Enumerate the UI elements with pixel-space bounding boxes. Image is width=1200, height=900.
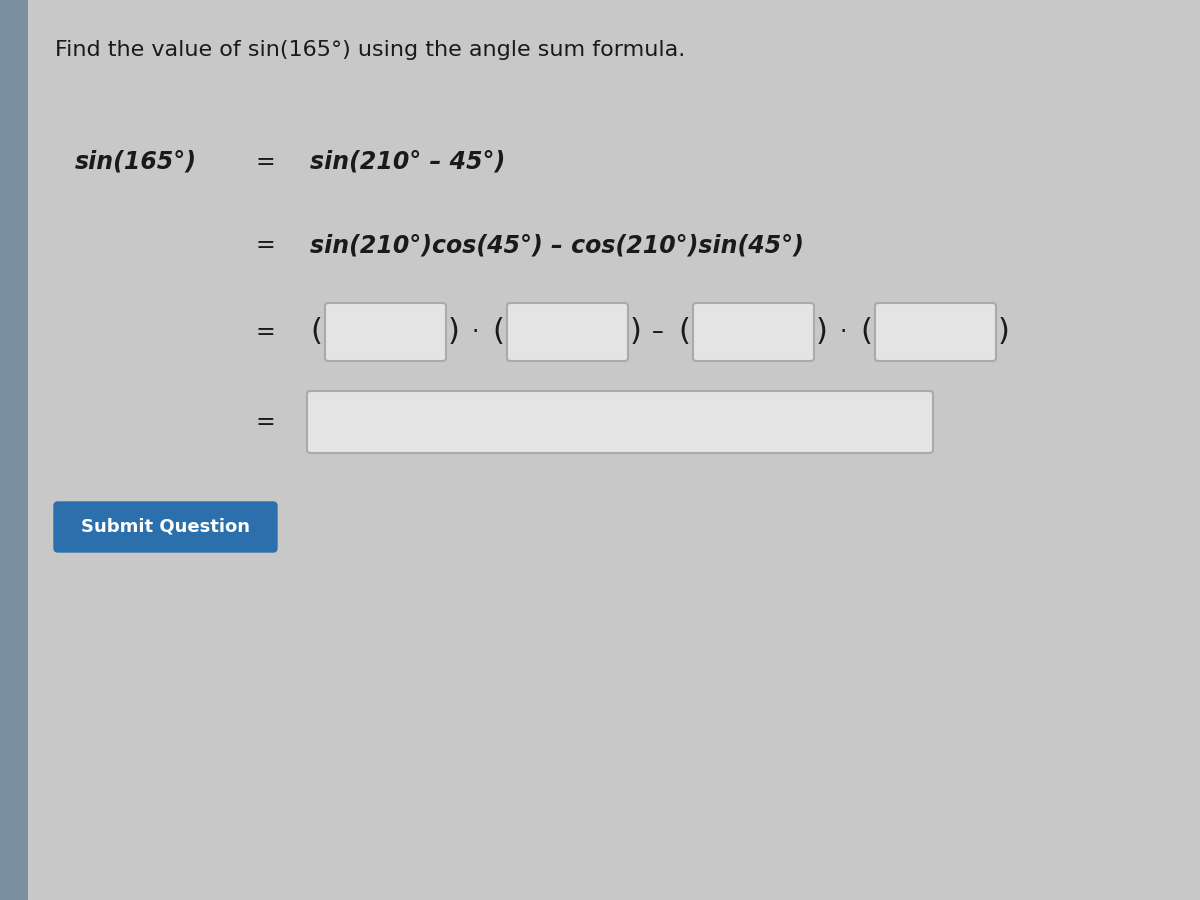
- Text: Find the value of sin(165°) using the angle sum formula.: Find the value of sin(165°) using the an…: [55, 40, 685, 60]
- Text: ): ): [630, 318, 642, 346]
- Text: ·: ·: [472, 320, 479, 344]
- Text: =: =: [256, 233, 275, 257]
- Text: (: (: [310, 318, 322, 346]
- FancyBboxPatch shape: [325, 303, 446, 361]
- Text: ): ): [998, 318, 1010, 346]
- Text: sin(210° – 45°): sin(210° – 45°): [310, 150, 505, 174]
- Text: =: =: [256, 410, 275, 434]
- FancyBboxPatch shape: [0, 0, 28, 900]
- Text: ): ): [448, 318, 460, 346]
- Text: (: (: [492, 318, 504, 346]
- Text: –: –: [652, 320, 664, 344]
- FancyBboxPatch shape: [694, 303, 814, 361]
- Text: Submit Question: Submit Question: [82, 518, 250, 536]
- Text: =: =: [256, 320, 275, 344]
- Text: (: (: [860, 318, 872, 346]
- Text: (: (: [678, 318, 690, 346]
- Text: sin(165°): sin(165°): [74, 150, 197, 174]
- Text: sin(210°)cos(45°) – cos(210°)sin(45°): sin(210°)cos(45°) – cos(210°)sin(45°): [310, 233, 804, 257]
- FancyBboxPatch shape: [875, 303, 996, 361]
- FancyBboxPatch shape: [508, 303, 628, 361]
- FancyBboxPatch shape: [307, 391, 934, 453]
- Text: ·: ·: [840, 320, 847, 344]
- FancyBboxPatch shape: [54, 502, 277, 552]
- Text: ): ): [816, 318, 828, 346]
- Text: =: =: [256, 150, 275, 174]
